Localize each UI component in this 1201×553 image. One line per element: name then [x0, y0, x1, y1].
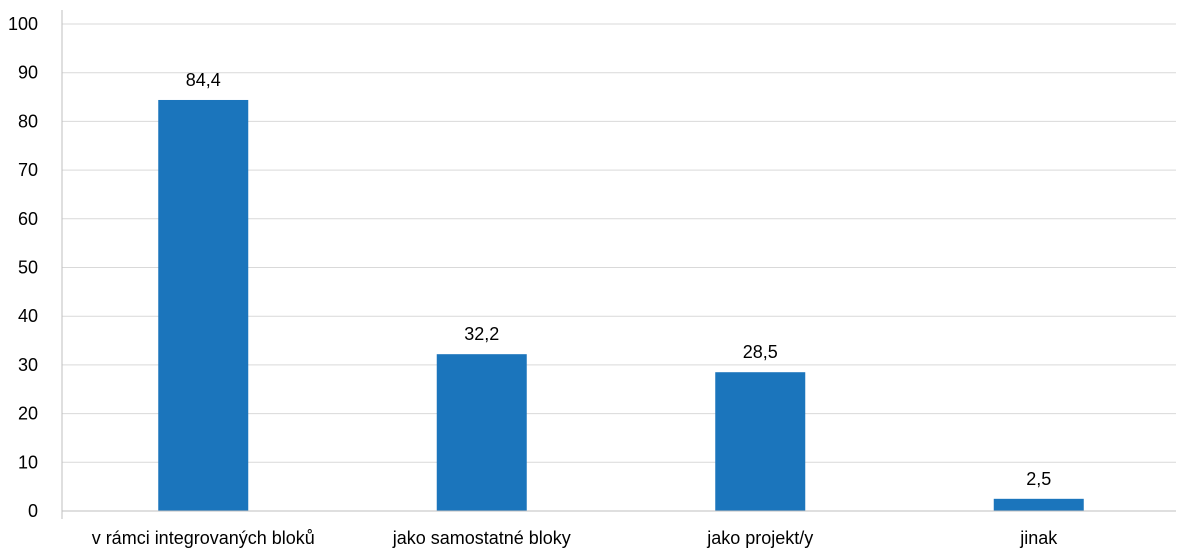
bar-0	[158, 99, 249, 512]
x-axis-category-labels: v rámci integrovaných bloků jako samostat…	[92, 528, 1059, 548]
bar-3	[993, 498, 1084, 511]
data-label-0: 84,4	[186, 70, 221, 90]
category-label-3: jinak	[1019, 528, 1058, 548]
y-tick-label-70: 70	[18, 160, 38, 180]
data-label-1: 32,2	[464, 324, 499, 344]
data-label-2: 28,5	[743, 342, 778, 362]
bar-1	[436, 354, 527, 511]
y-tick-label-40: 40	[18, 306, 38, 326]
data-labels: 84,4 32,2 28,5 2,5	[186, 70, 1052, 489]
y-tick-label-80: 80	[18, 111, 38, 131]
y-tick-label-10: 10	[18, 452, 38, 472]
y-tick-label-60: 60	[18, 209, 38, 229]
y-tick-label-90: 90	[18, 63, 38, 83]
data-label-3: 2,5	[1026, 469, 1051, 489]
y-tick-label-30: 30	[18, 355, 38, 375]
y-tick-label-100: 100	[8, 14, 38, 34]
category-label-0: v rámci integrovaných bloků	[92, 528, 315, 548]
category-label-2: jako projekt/y	[706, 528, 813, 548]
y-axis-tick-labels: 0 10 20 30 40 50 60 70 80 90 100	[8, 14, 38, 521]
y-tick-label-0: 0	[28, 501, 38, 521]
y-tick-label-20: 20	[18, 404, 38, 424]
y-tick-label-50: 50	[18, 258, 38, 278]
bars	[158, 99, 1084, 512]
category-label-1: jako samostatné bloky	[392, 528, 571, 548]
bar-2	[715, 372, 806, 511]
